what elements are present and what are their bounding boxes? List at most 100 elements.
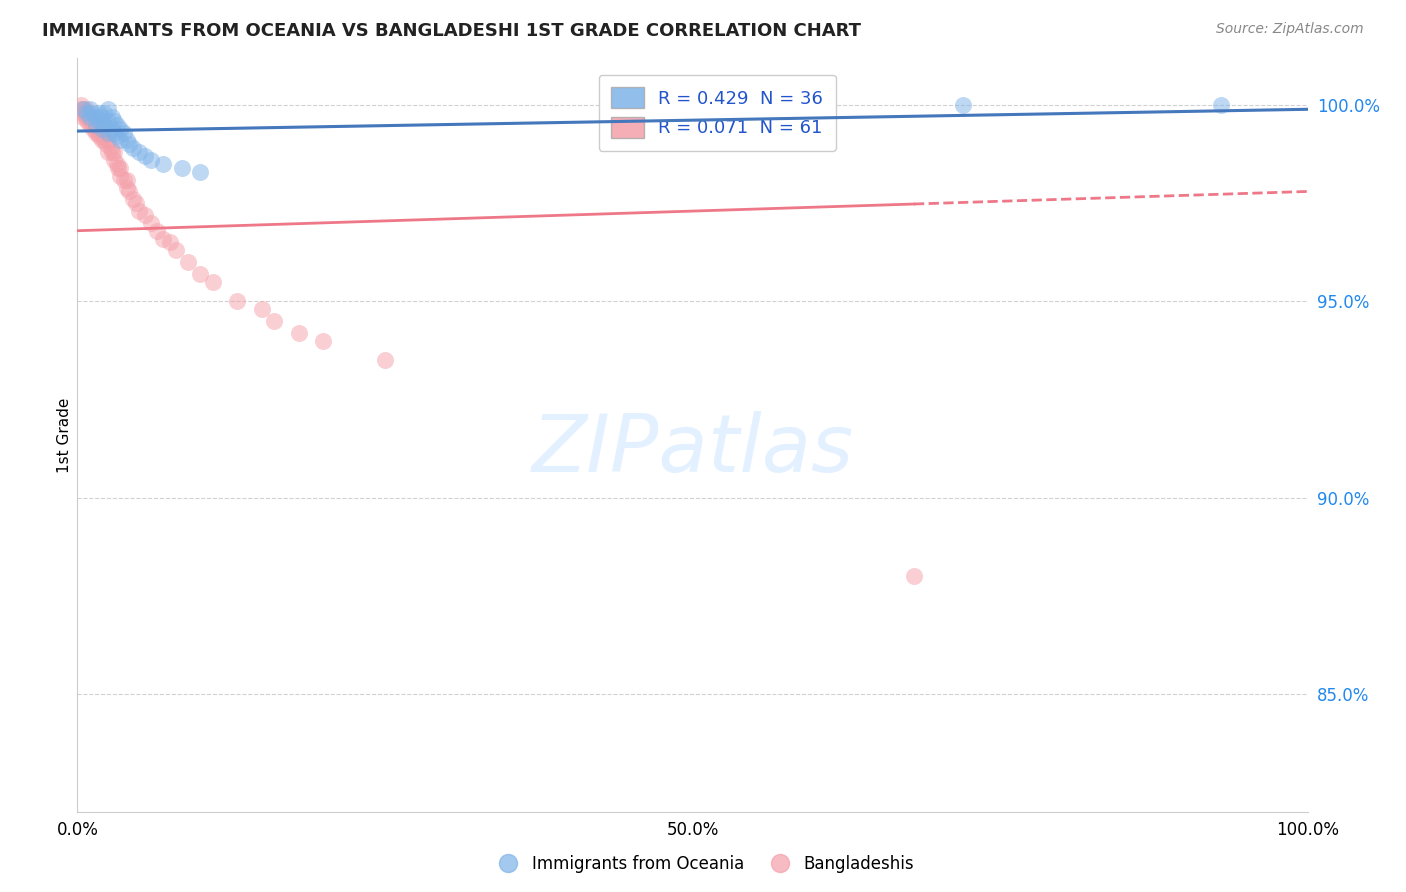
Point	[84, 118, 107, 132]
Point	[115, 172, 138, 186]
Point	[128, 204, 150, 219]
Legend: Immigrants from Oceania, Bangladeshis: Immigrants from Oceania, Bangladeshis	[485, 848, 921, 880]
Point	[84, 118, 107, 132]
Point	[79, 118, 101, 132]
Point	[77, 110, 100, 124]
Point	[288, 326, 311, 340]
Point	[105, 157, 128, 171]
Point	[97, 133, 120, 147]
Point	[90, 110, 114, 124]
Point	[84, 110, 107, 124]
Point	[110, 133, 132, 147]
Point	[73, 106, 96, 120]
Point	[146, 224, 169, 238]
Point	[97, 102, 120, 116]
Point	[188, 165, 212, 179]
Point	[87, 126, 110, 140]
Point	[118, 185, 141, 199]
Point	[1211, 98, 1233, 112]
Text: IMMIGRANTS FROM OCEANIA VS BANGLADESHI 1ST GRADE CORRELATION CHART: IMMIGRANTS FROM OCEANIA VS BANGLADESHI 1…	[42, 22, 862, 40]
Point	[76, 113, 98, 128]
Point	[103, 113, 125, 128]
Point	[97, 126, 120, 140]
Point	[82, 106, 104, 120]
Point	[107, 161, 129, 175]
Point	[103, 153, 125, 167]
Point	[170, 161, 193, 175]
Point	[82, 118, 104, 132]
Point	[105, 118, 128, 132]
Point	[72, 102, 94, 116]
Point	[93, 106, 115, 120]
Point	[103, 145, 125, 160]
Legend: R = 0.429  N = 36, R = 0.071  N = 61: R = 0.429 N = 36, R = 0.071 N = 61	[599, 75, 835, 151]
Point	[188, 267, 212, 281]
Point	[84, 126, 107, 140]
Point	[76, 106, 98, 120]
Text: Source: ZipAtlas.com: Source: ZipAtlas.com	[1216, 22, 1364, 37]
Text: ZIPatlas: ZIPatlas	[531, 411, 853, 489]
Point	[128, 145, 150, 160]
Point	[91, 129, 114, 144]
Point	[86, 121, 108, 136]
Point	[90, 126, 114, 140]
Point	[97, 145, 120, 160]
Point	[110, 169, 132, 183]
Point	[118, 137, 141, 152]
Point	[201, 275, 224, 289]
Point	[72, 110, 94, 124]
Point	[70, 102, 93, 116]
Point	[97, 113, 120, 128]
Point	[80, 113, 103, 128]
Point	[82, 121, 104, 136]
Point	[125, 196, 148, 211]
Point	[141, 153, 163, 167]
Point	[75, 102, 97, 116]
Point	[159, 235, 181, 250]
Point	[110, 121, 132, 136]
Point	[94, 137, 117, 152]
Point	[226, 294, 249, 309]
Point	[90, 133, 114, 147]
Point	[374, 353, 396, 368]
Point	[76, 106, 98, 120]
Point	[177, 255, 200, 269]
Point	[141, 216, 163, 230]
Point	[101, 110, 124, 124]
Point	[70, 98, 93, 112]
Point	[79, 110, 101, 124]
Point	[112, 172, 135, 186]
Point	[312, 334, 335, 348]
Point	[83, 113, 105, 128]
Point	[89, 129, 111, 144]
Point	[103, 126, 125, 140]
Point	[165, 244, 187, 258]
Point	[121, 192, 143, 206]
Point	[152, 231, 174, 245]
Point	[134, 208, 156, 222]
Point	[121, 141, 143, 155]
Point	[72, 102, 94, 116]
Point	[79, 102, 101, 116]
Point	[90, 121, 114, 136]
Y-axis label: 1st Grade: 1st Grade	[56, 397, 72, 473]
Point	[79, 110, 101, 124]
Point	[70, 106, 93, 120]
Point	[89, 113, 111, 128]
Point	[250, 302, 273, 317]
Point	[101, 121, 124, 136]
Point	[93, 118, 115, 132]
Point	[75, 110, 97, 124]
Point	[115, 180, 138, 194]
Point	[115, 133, 138, 147]
Point	[152, 157, 174, 171]
Point	[101, 145, 124, 160]
Point	[105, 129, 128, 144]
Point	[100, 141, 122, 155]
Point	[952, 98, 974, 112]
Point	[90, 121, 112, 136]
Point	[263, 314, 285, 328]
Point	[134, 149, 156, 163]
Point	[903, 569, 925, 583]
Point	[112, 126, 135, 140]
